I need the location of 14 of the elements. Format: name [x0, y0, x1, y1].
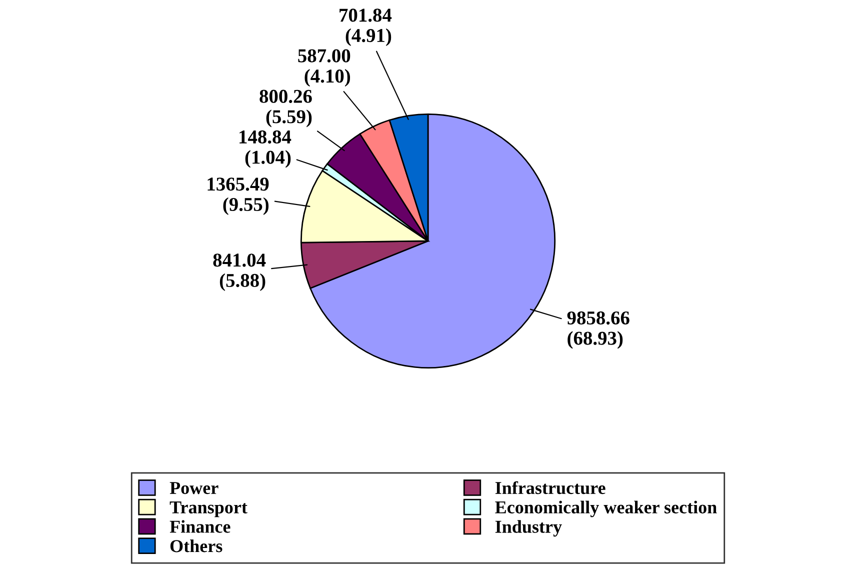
data-label: 587.00 (4.10): [298, 49, 350, 87]
data-label: 1365.49 (9.55): [208, 178, 269, 215]
legend-label: Transport: [170, 501, 248, 518]
legend-label: Infrastructure: [495, 481, 606, 494]
data-label: 701.84 (4.91): [340, 8, 392, 46]
legend-label: Industry: [495, 520, 562, 537]
legend-label: Others: [170, 540, 222, 552]
data-label: 9858.66 (68.93): [567, 311, 630, 349]
legend-label: Power: [170, 482, 218, 494]
data-label: 800.26 (5.59): [260, 90, 312, 128]
legend-label: Economically weaker section: [495, 500, 717, 518]
legend-label: Finance: [170, 520, 230, 533]
data-label: 841.04 (5.88): [213, 254, 266, 291]
data-label: 148.84 (1.04): [240, 130, 292, 168]
